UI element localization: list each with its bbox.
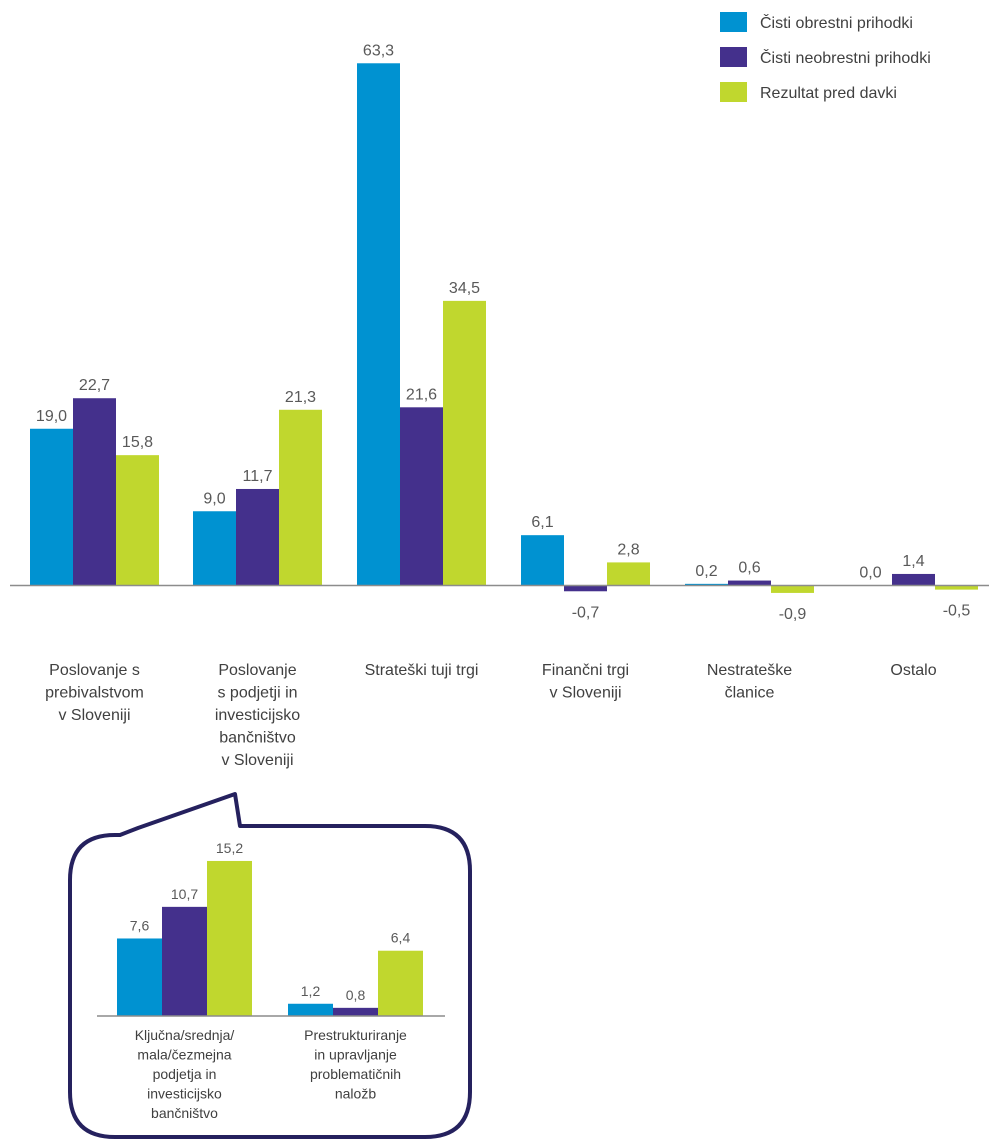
sub-value-label-s3-c2: 6,4 <box>391 930 411 946</box>
category-label-3: Strateški tuji trgi <box>365 662 479 679</box>
bar-s1-c5 <box>685 583 728 586</box>
bar-s2-c4 <box>564 585 607 592</box>
value-label-s2-c5: 0,6 <box>738 560 760 577</box>
bar-s3-c5 <box>771 585 814 593</box>
sub-bar-s2-c2 <box>333 1007 378 1016</box>
bar-s2-c3 <box>400 407 443 586</box>
value-label-s1-c2: 9,0 <box>203 490 225 507</box>
bar-s2-c2 <box>236 488 279 586</box>
callout-border <box>68 792 472 1139</box>
bar-s1-c1 <box>30 428 73 586</box>
sub-bar-s3-c1 <box>207 860 252 1016</box>
value-label-s2-c1: 22,7 <box>79 377 110 394</box>
bar-s1-c2 <box>193 511 236 586</box>
bar-s3-c4 <box>607 562 650 586</box>
breakdown-category-labels: Ključna/srednja/mala/čezmejna podjetja in… <box>135 1027 407 1121</box>
category-label-5: Nestrateške članice <box>707 662 792 702</box>
bar-s1-c3 <box>357 63 400 586</box>
bar-s3-c2 <box>279 409 322 586</box>
breakdown-bars <box>117 860 423 1016</box>
value-label-s1-c3: 63,3 <box>363 42 394 59</box>
category-label-2: Poslovanje s podjetji in investicijsko banč… <box>215 662 300 769</box>
bar-s1-c4 <box>521 535 564 586</box>
legend-swatch-isti-neobrestni-prihodki <box>720 47 747 67</box>
value-label-s3-c2: 21,3 <box>285 389 316 406</box>
bar-s2-c5 <box>728 580 771 586</box>
sub-category-label-2: Prestrukturiranje in upravljanje problemat… <box>304 1027 407 1102</box>
sub-category-label-1: Ključna/srednja/mala/čezmejna podjetja in… <box>135 1027 235 1121</box>
category-label-4: Finančni trgi v Sloveniji <box>542 662 629 702</box>
category-label-1: Poslovanje s prebivalstvom v Sloveniji <box>45 662 144 724</box>
category-label-6: Ostalo <box>890 662 936 679</box>
bar-s3-c1 <box>116 455 159 586</box>
main-bars <box>30 63 978 593</box>
legend-label-3: Rezultat pred davki <box>760 85 897 102</box>
bar-s2-c1 <box>73 398 116 586</box>
value-label-s1-c4: 6,1 <box>531 514 553 531</box>
value-label-s1-c1: 19,0 <box>36 408 67 425</box>
sub-value-label-s1-c1: 7,6 <box>130 917 150 933</box>
sub-bar-s3-c2 <box>378 950 423 1016</box>
value-label-s2-c6: 1,4 <box>902 553 924 570</box>
value-label-s3-c5: -0,9 <box>779 606 807 623</box>
value-label-s2-c4: -0,7 <box>572 604 600 621</box>
value-label-s3-c6: -0,5 <box>943 603 971 620</box>
legend-swatch-rezultat-pred-davki <box>720 82 747 102</box>
sub-bar-s1-c2 <box>288 1003 333 1016</box>
legend-label-2: Čisti neobrestni prihodki <box>760 48 931 67</box>
value-label-s2-c2: 11,7 <box>243 468 273 485</box>
sub-bar-s1-c1 <box>117 938 162 1016</box>
sub-value-label-s2-c1: 10,7 <box>171 886 198 902</box>
legend-label-1: Čisti obrestni prihodki <box>760 13 913 32</box>
sub-value-label-s3-c1: 15,2 <box>216 840 243 856</box>
value-label-s3-c1: 15,8 <box>122 434 153 451</box>
bar-s3-c3 <box>443 300 486 586</box>
value-label-s1-c6: 0,0 <box>859 565 881 582</box>
main-value-labels: 19,0 9,0 63,3 6,1 0,2 0,0 22,7 11,7 21,6 -0,7 0,6 1… <box>36 42 970 623</box>
sub-value-label-s2-c2: 0,8 <box>346 987 366 1003</box>
legend: Čisti obrestni prihodki Čisti neobrestni … <box>720 12 931 102</box>
bar-s3-c6 <box>935 585 978 590</box>
value-label-s2-c3: 21,6 <box>406 386 437 403</box>
legend-swatch-isti-obrestni-prihodki <box>720 12 747 32</box>
main-category-labels: Poslovanje s prebivalstvom v Sloveniji Posl… <box>45 662 937 769</box>
sub-value-label-s1-c2: 1,2 <box>301 983 321 999</box>
value-label-s3-c4: 2,8 <box>617 541 639 558</box>
breakdown-value-labels: 7,6 1,2 10,7 0,8 15,2 6,4 <box>130 840 411 1003</box>
sub-bar-s2-c1 <box>162 906 207 1016</box>
value-label-s3-c3: 34,5 <box>449 280 480 297</box>
value-label-s1-c5: 0,2 <box>695 563 717 580</box>
bar-s2-c6 <box>892 573 935 586</box>
